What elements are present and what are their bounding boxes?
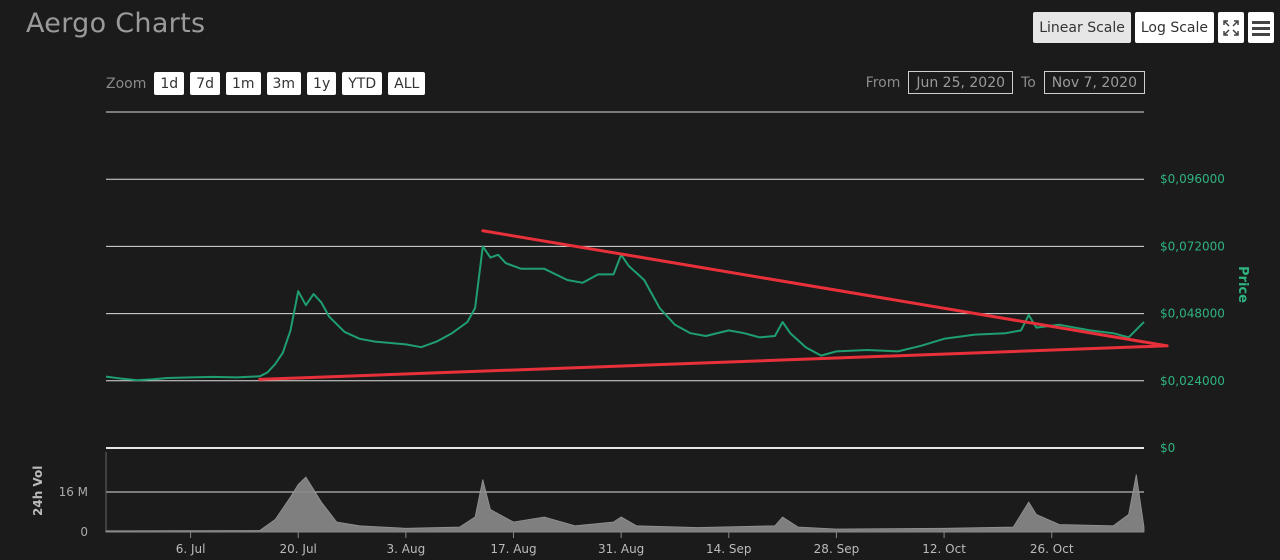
zoom-1m-button[interactable]: 1m xyxy=(225,72,261,95)
volume-tick-label: 0 xyxy=(80,525,88,539)
price-tick-label: $0 xyxy=(1160,441,1175,455)
fullscreen-button[interactable] xyxy=(1218,12,1244,43)
price-tick-label: $0,048000 xyxy=(1160,307,1225,321)
log-scale-button[interactable]: Log Scale xyxy=(1134,12,1214,43)
fullscreen-icon xyxy=(1223,19,1239,36)
x-tick-label: 14. Sep xyxy=(706,542,752,556)
price-series-line[interactable] xyxy=(105,245,1145,382)
to-date-input[interactable]: Nov 7, 2020 xyxy=(1043,71,1145,94)
menu-button[interactable] xyxy=(1248,12,1274,43)
x-tick-label: 26. Oct xyxy=(1030,542,1074,556)
price-axis-title: Price xyxy=(1235,266,1250,303)
zoom-all-button[interactable]: ALL xyxy=(388,72,426,95)
x-tick-label: 6. Jul xyxy=(176,542,206,556)
volume-tick-label: 16 M xyxy=(59,485,88,499)
price-tick-label: $0,072000 xyxy=(1160,239,1225,253)
page-title: Aergo Charts xyxy=(26,8,206,39)
lower-trendline xyxy=(258,344,1169,381)
x-tick-label: 20. Jul xyxy=(280,542,317,556)
from-label: From xyxy=(865,74,901,91)
x-tick-label: 3. Aug xyxy=(387,542,426,556)
to-label: To xyxy=(1021,74,1036,91)
top-toolbar: Linear Scale Log Scale xyxy=(1033,12,1274,43)
zoom-7d-button[interactable]: 7d xyxy=(190,72,220,95)
linear-scale-button[interactable]: Linear Scale xyxy=(1033,12,1131,43)
x-tick-label: 17. Aug xyxy=(490,542,536,556)
volume-area xyxy=(105,474,1145,533)
upper-trendline xyxy=(481,229,1169,348)
zoom-controls: Zoom 1d 7d 1m 3m 1y YTD ALL xyxy=(106,72,426,95)
date-range: From Jun 25, 2020 To Nov 7, 2020 xyxy=(866,71,1145,94)
zoom-3m-button[interactable]: 3m xyxy=(266,72,302,95)
zoom-ytd-button[interactable]: YTD xyxy=(342,72,383,95)
zoom-1y-button[interactable]: 1y xyxy=(307,72,337,95)
zoom-1d-button[interactable]: 1d xyxy=(154,72,185,95)
from-date-input[interactable]: Jun 25, 2020 xyxy=(908,71,1014,94)
volume-axis-title: 24h Vol xyxy=(31,466,45,516)
zoom-label: Zoom xyxy=(106,75,147,92)
x-tick-label: 12. Oct xyxy=(922,542,966,556)
x-tick-label: 28. Sep xyxy=(814,542,860,556)
price-tick-label: $0,096000 xyxy=(1160,172,1225,186)
x-tick-label: 31. Aug xyxy=(598,542,644,556)
hamburger-menu-icon xyxy=(1252,20,1270,36)
price-tick-label: $0,024000 xyxy=(1160,374,1225,388)
